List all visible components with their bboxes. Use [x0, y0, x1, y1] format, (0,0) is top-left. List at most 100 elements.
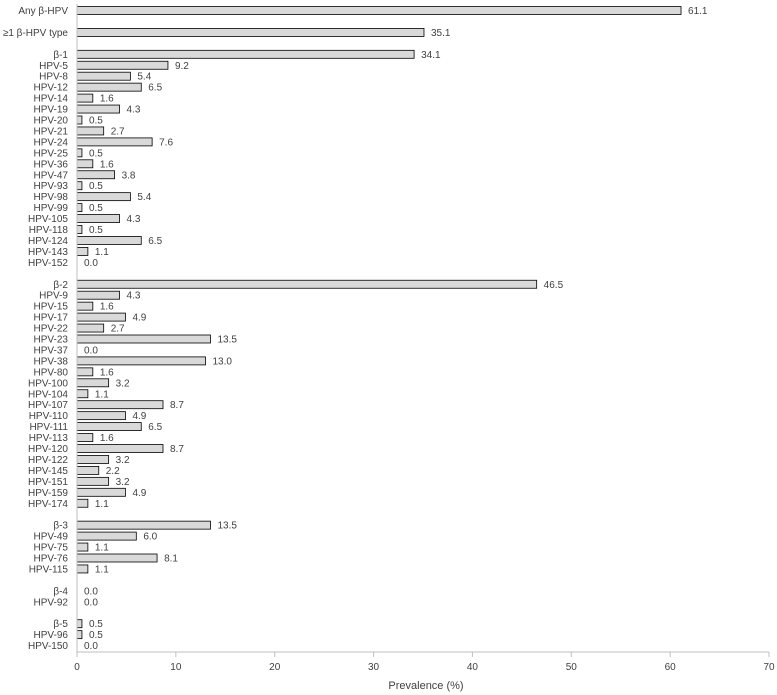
bar: [76, 465, 100, 475]
bar: [76, 214, 120, 223]
bar: [76, 564, 89, 574]
category-label: HPV-107: [28, 400, 68, 411]
data-label: 1.6: [100, 159, 114, 170]
bar: [76, 181, 83, 191]
category-label: ≥1 β-HPV type: [3, 28, 69, 39]
category-label: HPV-80: [34, 367, 69, 378]
labels-layer: Any β-HPV 61.1 ≥1 β-HPV type 35.1 β-1 34.1 HPV…: [3, 6, 708, 652]
data-label: 35.1: [431, 28, 451, 39]
category-label: HPV-152: [28, 258, 68, 269]
data-label: 1.1: [95, 247, 109, 258]
category-label: HPV-5: [39, 61, 68, 72]
category-label: HPV-24: [34, 137, 69, 148]
data-label: 13.5: [217, 335, 237, 346]
data-label: 6.5: [148, 83, 162, 94]
category-label: β-2: [53, 280, 68, 291]
bar: [76, 444, 164, 453]
x-axis-title: Prevalence (%): [388, 680, 463, 692]
data-label: 4.3: [127, 214, 141, 225]
data-label: 0.0: [84, 597, 98, 608]
data-label: 1.1: [95, 543, 109, 554]
data-label: 0.0: [84, 641, 98, 652]
category-label: HPV-76: [34, 554, 69, 565]
bar: [76, 192, 131, 202]
bar: [76, 170, 115, 180]
bar: [76, 520, 211, 530]
category-label: HPV-159: [28, 488, 68, 499]
category-label: HPV-75: [34, 543, 69, 554]
data-label: 34.1: [421, 50, 441, 61]
data-label: 0.5: [89, 148, 103, 159]
x-tick-label: 40: [467, 662, 479, 673]
bar: [76, 225, 83, 234]
data-label: 6.5: [148, 236, 162, 247]
x-tick-label: 70: [763, 662, 775, 673]
data-label: 4.9: [132, 313, 146, 324]
data-label: 0.5: [89, 225, 103, 236]
data-label: 1.6: [100, 302, 114, 313]
bar: [76, 498, 89, 508]
bar: [76, 334, 211, 344]
category-label: HPV-111: [29, 422, 68, 433]
bar: [76, 137, 153, 147]
category-label: HPV-124: [28, 236, 68, 247]
bar: [76, 6, 682, 15]
bar: [76, 246, 89, 256]
data-label: 0.5: [89, 630, 103, 641]
bar: [76, 411, 126, 421]
category-label: HPV-104: [28, 389, 68, 400]
bar: [76, 290, 120, 300]
data-label: 0.5: [89, 116, 103, 127]
data-label: 0.5: [89, 619, 103, 630]
bar: [76, 93, 94, 103]
data-label: 0.5: [89, 203, 103, 214]
category-label: HPV-23: [34, 335, 69, 346]
data-label: 5.4: [137, 192, 151, 203]
data-label: 7.6: [159, 137, 173, 148]
category-label: HPV-151: [28, 477, 68, 488]
data-label: 4.3: [127, 105, 141, 116]
bar: [76, 148, 83, 158]
category-label: HPV-96: [34, 630, 69, 641]
bar: [76, 389, 89, 399]
data-label: 46.5: [544, 280, 564, 291]
category-label: HPV-150: [28, 641, 68, 652]
bar: [76, 531, 137, 541]
data-label: 4.3: [127, 291, 141, 302]
data-label: 0.0: [84, 258, 98, 269]
data-label: 13.5: [217, 521, 237, 532]
bar: [76, 553, 158, 563]
category-label: HPV-9: [39, 291, 68, 302]
bar: [76, 378, 110, 388]
category-label: HPV-49: [34, 532, 69, 543]
bar: [76, 542, 89, 552]
category-label: HPV-174: [28, 499, 68, 510]
category-label: HPV-20: [34, 116, 69, 127]
bar: [76, 312, 126, 322]
bar: [76, 236, 142, 245]
bar: [76, 476, 110, 486]
data-label: 13.0: [213, 356, 233, 367]
bar: [76, 323, 105, 333]
category-label: HPV-17: [34, 313, 69, 324]
category-label: HPV-22: [34, 324, 69, 335]
bar: [76, 367, 94, 377]
data-label: 4.9: [132, 411, 146, 422]
category-label: HPV-100: [28, 378, 68, 389]
data-label: 8.7: [170, 400, 184, 411]
category-label: HPV-15: [34, 302, 69, 313]
category-label: HPV-21: [34, 126, 69, 137]
category-label: HPV-113: [29, 433, 69, 444]
bar: [76, 400, 164, 410]
data-label: 3.2: [116, 455, 130, 466]
x-ticks-layer: 0 10 20 30 40 50 60 70: [74, 652, 775, 673]
bar: [76, 433, 94, 442]
data-label: 1.6: [100, 433, 114, 444]
data-label: 3.2: [116, 378, 130, 389]
data-label: 2.7: [111, 126, 125, 137]
bar: [76, 630, 83, 640]
category-label: HPV-8: [39, 72, 68, 83]
data-label: 4.9: [132, 488, 146, 499]
category-label: HPV-98: [34, 192, 69, 203]
bar: [76, 71, 131, 81]
